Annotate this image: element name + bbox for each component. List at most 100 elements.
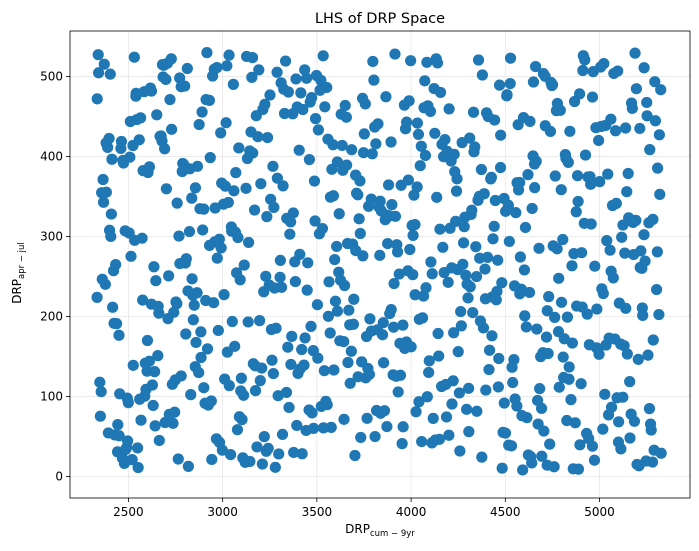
data-point: [507, 376, 519, 389]
data-point: [386, 199, 398, 211]
data-point: [411, 181, 423, 193]
data-point: [329, 295, 342, 307]
data-point: [557, 233, 569, 246]
data-point: [122, 435, 134, 447]
data-point: [242, 316, 254, 328]
data-point: [549, 170, 561, 182]
data-point: [223, 49, 235, 61]
data-point: [486, 291, 498, 303]
y-tick-label: 0: [55, 469, 63, 483]
data-point: [642, 349, 654, 361]
data-point: [532, 394, 544, 407]
data-point: [268, 201, 280, 214]
data-point: [483, 344, 496, 356]
data-point: [310, 69, 323, 82]
data-point: [561, 311, 574, 323]
data-point: [462, 292, 474, 304]
data-point: [523, 286, 536, 299]
data-point: [219, 180, 231, 192]
data-point: [325, 421, 337, 433]
data-point: [601, 235, 613, 247]
data-point: [502, 199, 514, 211]
data-point: [183, 225, 196, 238]
data-point: [251, 441, 263, 453]
data-point: [97, 173, 109, 186]
data-point: [546, 79, 559, 91]
data-point: [493, 352, 505, 365]
x-tick-label: 3000: [207, 505, 238, 519]
data-point: [279, 55, 292, 67]
data-point: [196, 106, 208, 118]
data-point: [288, 446, 300, 459]
data-point: [419, 149, 432, 162]
data-point: [318, 365, 330, 377]
data-point: [172, 453, 184, 465]
data-point: [563, 361, 575, 373]
data-point: [643, 403, 656, 415]
data-point: [141, 334, 154, 347]
data-point: [446, 398, 458, 410]
data-point: [262, 442, 274, 454]
data-points: [91, 47, 667, 476]
data-point: [278, 107, 291, 120]
data-point: [221, 60, 233, 72]
data-point: [643, 217, 655, 229]
data-point: [470, 270, 483, 283]
data-point: [527, 150, 539, 162]
data-point: [100, 186, 112, 198]
data-point: [195, 351, 207, 364]
data-point: [510, 207, 522, 219]
data-point: [191, 287, 203, 299]
data-point: [489, 194, 501, 207]
data-point: [277, 180, 289, 192]
data-point: [111, 318, 123, 330]
y-tick-label: 300: [40, 230, 63, 244]
data-point: [293, 144, 305, 156]
data-point: [596, 283, 608, 295]
data-point: [603, 332, 615, 344]
data-point: [457, 237, 470, 249]
data-point: [258, 431, 270, 443]
data-point: [211, 61, 223, 74]
data-point: [107, 301, 119, 313]
data-point: [555, 184, 567, 196]
data-point: [411, 117, 423, 129]
data-point: [275, 281, 288, 293]
data-point: [476, 69, 488, 81]
data-point: [607, 272, 619, 284]
data-point: [366, 148, 378, 160]
plot-frame: [69, 30, 691, 499]
data-point: [517, 464, 529, 476]
y-tick-label: 400: [40, 150, 63, 164]
x-tick-label: 4000: [396, 505, 427, 519]
data-point: [624, 432, 636, 444]
data-point: [608, 67, 620, 80]
data-point: [329, 253, 341, 266]
data-point: [533, 242, 545, 254]
data-point: [577, 50, 589, 62]
data-point: [397, 421, 409, 433]
data-point: [398, 99, 411, 111]
data-point: [206, 453, 218, 466]
data-point: [501, 89, 513, 101]
data-point: [154, 130, 166, 142]
data-point: [333, 208, 345, 220]
data-point: [514, 251, 527, 263]
data-point: [374, 195, 386, 207]
data-point: [597, 423, 609, 435]
data-point: [182, 285, 194, 297]
data-point: [577, 64, 589, 77]
data-point: [235, 372, 247, 384]
data-point: [493, 79, 506, 91]
data-point: [350, 187, 363, 199]
data-point: [149, 420, 161, 432]
data-point: [649, 76, 661, 88]
data-point: [255, 178, 267, 190]
data-point: [624, 376, 636, 388]
data-point: [365, 193, 377, 205]
data-point: [541, 305, 553, 317]
data-point: [300, 424, 312, 437]
data-point: [448, 327, 460, 339]
data-point: [182, 460, 194, 472]
data-point: [439, 133, 451, 146]
